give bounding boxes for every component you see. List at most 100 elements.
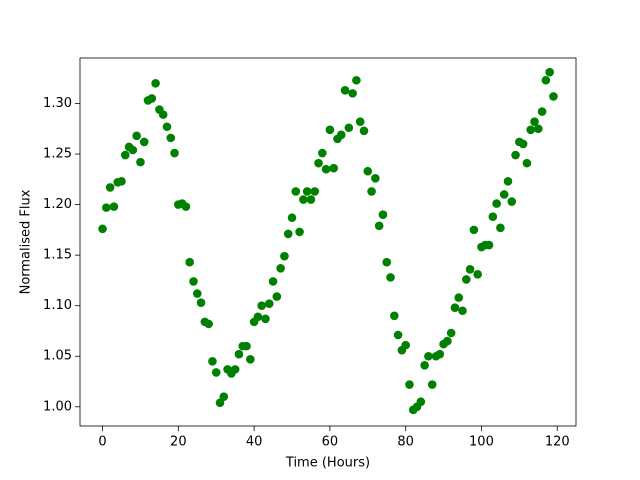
point	[427, 380, 437, 389]
plot-frame	[79, 57, 577, 427]
point	[450, 303, 460, 313]
point	[204, 319, 213, 329]
point	[329, 163, 338, 173]
point	[443, 336, 452, 346]
point	[276, 263, 285, 273]
point	[465, 264, 475, 274]
point	[230, 365, 240, 374]
point	[253, 312, 263, 322]
point	[246, 354, 255, 364]
point	[405, 380, 414, 389]
point	[128, 145, 138, 155]
point	[117, 177, 126, 186]
x-tick-label: 100	[469, 435, 494, 450]
y-tick-label: 1.30	[43, 96, 72, 111]
point	[359, 126, 369, 136]
point	[537, 107, 547, 116]
point	[522, 158, 532, 168]
y-tick-label: 1.15	[43, 248, 72, 263]
point	[272, 292, 282, 301]
point	[367, 187, 376, 196]
point	[382, 257, 392, 267]
point	[287, 213, 297, 223]
point	[492, 199, 501, 208]
point	[416, 397, 426, 407]
point	[302, 187, 312, 196]
point	[310, 187, 320, 196]
point	[314, 158, 323, 168]
point	[147, 94, 157, 103]
point	[352, 75, 361, 85]
point	[234, 349, 244, 359]
point	[257, 301, 266, 310]
point	[325, 125, 335, 135]
point	[139, 137, 149, 147]
point	[549, 92, 558, 101]
point	[424, 351, 433, 361]
point	[435, 349, 445, 359]
point	[336, 130, 346, 140]
point	[306, 195, 316, 204]
point	[185, 257, 194, 267]
point	[162, 122, 172, 132]
point	[268, 277, 278, 286]
y-tick-label: 1.25	[43, 147, 72, 162]
point	[158, 110, 168, 119]
point	[401, 340, 410, 350]
point	[386, 273, 395, 282]
x-tick-label: 20	[170, 435, 187, 450]
point	[526, 125, 536, 135]
point	[530, 117, 539, 126]
point	[151, 78, 160, 88]
point	[109, 202, 119, 211]
point	[420, 361, 429, 370]
point	[473, 270, 482, 279]
point	[211, 368, 221, 377]
point	[446, 328, 456, 338]
point	[340, 86, 350, 95]
point	[503, 177, 513, 186]
y-axis-label: Normalised Flux	[19, 189, 34, 294]
point	[511, 150, 520, 160]
point	[321, 164, 331, 174]
x-tick-label: 0	[98, 435, 106, 450]
point	[181, 202, 191, 211]
point	[318, 148, 327, 158]
point	[264, 299, 274, 308]
point	[374, 221, 384, 231]
point	[496, 223, 505, 233]
point	[348, 89, 357, 98]
point	[283, 229, 293, 239]
x-tick-label: 40	[246, 435, 263, 450]
point	[219, 392, 229, 401]
point	[371, 174, 380, 183]
point	[98, 224, 107, 234]
point	[196, 298, 206, 307]
point	[192, 289, 202, 298]
point	[518, 139, 528, 149]
point	[132, 131, 141, 141]
point	[299, 195, 308, 204]
point	[378, 210, 388, 220]
point	[170, 148, 179, 158]
point	[507, 197, 517, 206]
x-tick-label: 120	[545, 435, 570, 450]
x-tick-label: 80	[397, 435, 414, 450]
point	[355, 117, 365, 126]
point	[454, 293, 464, 302]
point	[242, 341, 251, 351]
point	[291, 187, 301, 196]
x-axis-label: Time (Hours)	[285, 456, 370, 471]
point	[280, 251, 289, 261]
point	[462, 275, 471, 284]
point	[533, 124, 543, 134]
point	[541, 75, 551, 85]
point	[344, 123, 354, 133]
point	[189, 277, 198, 286]
point	[458, 306, 467, 316]
y-tick-label: 1.10	[43, 298, 72, 313]
point	[102, 203, 111, 212]
y-tick-label: 1.05	[43, 349, 72, 364]
point	[261, 314, 270, 324]
